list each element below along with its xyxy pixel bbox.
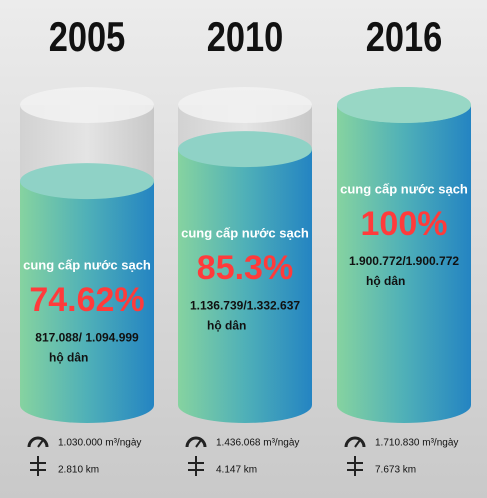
- glass-top: [337, 87, 471, 123]
- capacity: 1.710.830 m³/ngày: [375, 438, 458, 449]
- year: 2005: [49, 14, 126, 61]
- capacity: 1.030.000 m³/ngày: [58, 438, 141, 449]
- household-unit: hộ dân: [366, 274, 405, 288]
- pipe-icon: [30, 456, 46, 476]
- glass-top: [178, 87, 312, 123]
- gauge-icon: [27, 436, 49, 448]
- liquid-surface: [178, 131, 312, 168]
- households: 1.136.739/1.332.637: [190, 298, 300, 312]
- pipe-length: 2.810 km: [58, 465, 99, 476]
- capacity: 1.436.068 m³/ngày: [216, 438, 299, 449]
- liquid: [337, 105, 471, 405]
- household-unit: hộ dân: [207, 318, 246, 332]
- caption: cung cấp nước sạch: [23, 258, 151, 273]
- caption: cung cấp nước sạch: [181, 226, 309, 241]
- gauge-icon: [344, 436, 366, 448]
- year: 2010: [207, 14, 284, 61]
- percent: 74.62%: [29, 281, 144, 319]
- households: 1.900.772/1.900.772: [349, 254, 459, 268]
- year: 2016: [366, 14, 443, 61]
- households: 817.088/ 1.094.999: [35, 330, 139, 344]
- pipe-icon: [188, 456, 204, 476]
- percent: 85.3%: [197, 249, 293, 287]
- percent: 100%: [361, 205, 448, 243]
- pipe-length: 4.147 km: [216, 465, 257, 476]
- liquid: [178, 149, 312, 405]
- household-unit: hộ dân: [49, 350, 88, 364]
- liquid-surface: [20, 163, 154, 200]
- gauge-needle: [195, 439, 202, 448]
- caption: cung cấp nước sạch: [340, 181, 468, 196]
- pipe-icon: [347, 456, 363, 476]
- gauge-icon: [185, 436, 207, 448]
- gauge-needle: [354, 439, 361, 448]
- liquid: [20, 181, 154, 405]
- pipe-length: 7.673 km: [375, 465, 416, 476]
- gauge-needle: [37, 439, 44, 448]
- glass-top: [20, 87, 154, 123]
